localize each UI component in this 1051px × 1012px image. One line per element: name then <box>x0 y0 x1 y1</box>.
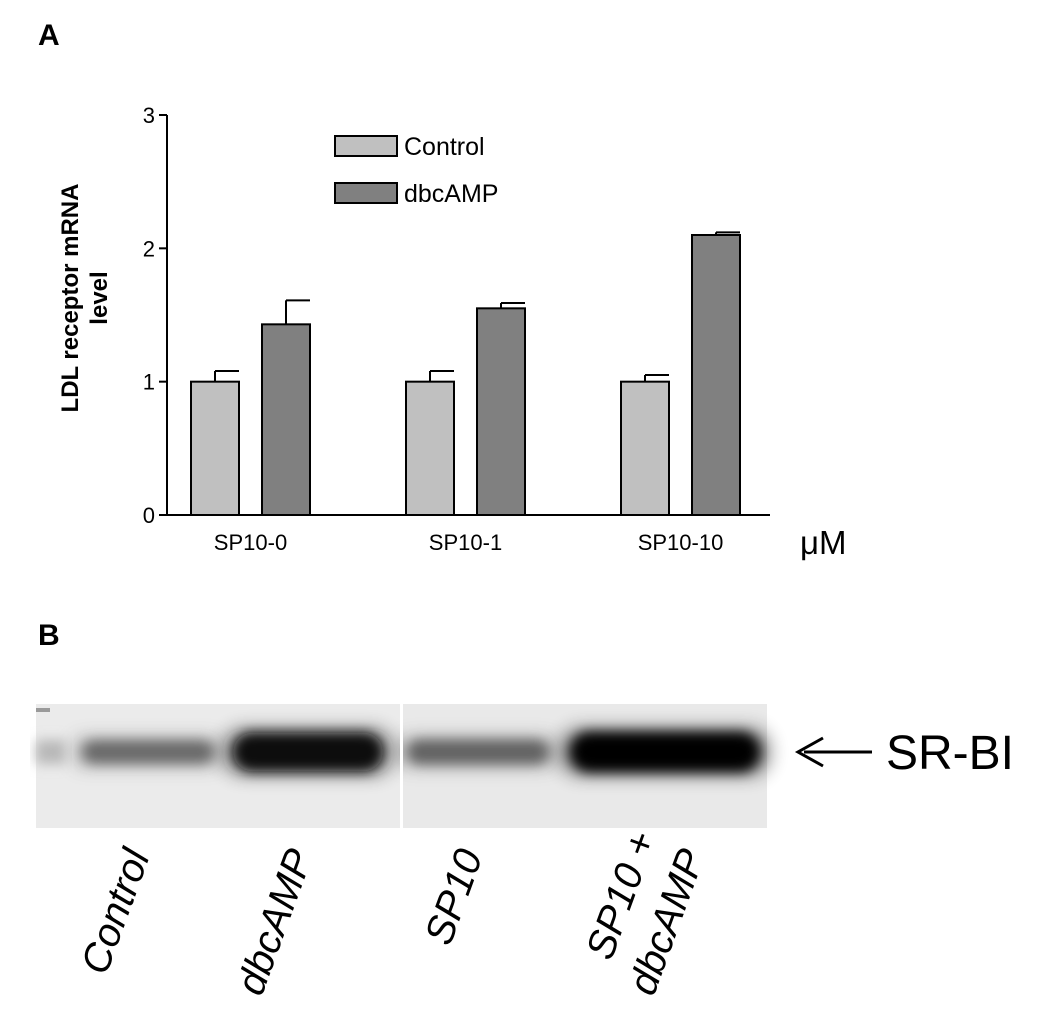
y-ticks: 0 1 2 3 <box>143 103 167 528</box>
blot-band-lane-4 <box>570 732 760 772</box>
bar-control-sp10-10 <box>620 380 670 516</box>
band-label: SR-BI <box>886 727 1014 780</box>
x-tick-labels: SP10-0 SP10-1 SP10-10 <box>214 530 724 555</box>
x-tick-label: SP10-1 <box>429 530 502 555</box>
legend-swatch-control <box>334 135 398 157</box>
bar-control-sp10-1 <box>405 380 455 516</box>
panel-a-label: A <box>38 19 60 52</box>
blot-band-lane-2 <box>233 732 383 772</box>
bar-dbcamp-sp10-1 <box>476 307 526 517</box>
lane-label-4: SP10 +dbcAMP <box>578 826 714 1001</box>
blot-edge-mark <box>36 708 50 712</box>
bar-dbcamp-sp10-0 <box>261 323 311 517</box>
lane-label-3: SP10 <box>417 844 492 951</box>
x-tick-label: SP10-10 <box>638 530 724 555</box>
bar-control-sp10-0 <box>190 380 240 516</box>
y-tick-label: 1 <box>143 370 155 395</box>
band-arrow <box>794 736 872 768</box>
blot-band-lane-3 <box>408 740 548 764</box>
lane-label-text: Control <box>73 842 159 979</box>
legend-label-dbcamp: dbcAMP <box>404 180 498 208</box>
legend-label-control: Control <box>404 133 485 161</box>
y-tick-label: 2 <box>143 236 155 261</box>
panel-b-label: B <box>38 619 60 652</box>
bar-dbcamp-sp10-10 <box>691 234 741 516</box>
blot-bands <box>36 728 770 776</box>
y-tick-label: 3 <box>143 103 155 128</box>
lane-label-text: SP10 <box>417 844 492 951</box>
blot-edge-smear <box>36 740 66 764</box>
arrow-head-icon <box>794 736 824 768</box>
lane-label-text: dbcAMP <box>228 843 321 1000</box>
x-unit-label: μM <box>800 524 847 561</box>
lane-label-2: dbcAMP <box>228 843 321 1000</box>
lane-label-1: Control <box>73 842 159 979</box>
legend-swatch-dbcamp <box>334 182 398 204</box>
western-blot <box>36 704 770 828</box>
legend: Control dbcAMP <box>334 133 498 208</box>
panel-a-chart: 0 1 2 3 SP10-0 SP10-1 SP10-10 LDL receptor mR… <box>57 103 847 561</box>
y-axis-label-line2: level <box>86 271 113 324</box>
error-bars <box>214 231 740 382</box>
x-tick-label: SP10-0 <box>214 530 287 555</box>
y-axis-label-line1: LDL receptor mRNA <box>57 184 84 413</box>
lane-labels: Control dbcAMP SP10 SP10 +dbcAMP <box>73 826 714 1001</box>
y-tick-label: 0 <box>143 503 155 528</box>
blot-band-lane-1 <box>83 741 213 763</box>
